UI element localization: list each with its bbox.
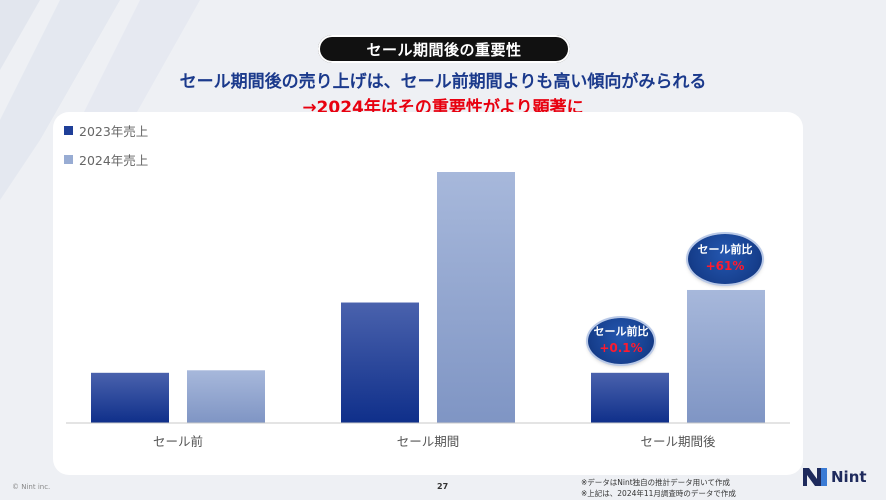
annotation-bubble-2023: セール前比 +0.1% <box>588 318 654 364</box>
x-tick-label-0: セール前 <box>153 434 203 449</box>
footnotes: ※データはNint独自の推計データ用いて作成 ※上記は、2024年11月調査時の… <box>581 478 736 500</box>
bar-2023-1 <box>341 302 419 423</box>
legend-item-2024: 2024年売上 <box>64 150 148 169</box>
legend-swatch-2024 <box>64 155 73 164</box>
bar-2023-0 <box>91 372 169 423</box>
bar-2023-2 <box>591 372 669 423</box>
annotation-label-2023: セール前比 <box>593 325 649 339</box>
annotation-value-2023: +0.1% <box>599 341 643 356</box>
legend-item-2023: 2023年売上 <box>64 121 148 140</box>
bar-2024-1 <box>437 172 515 423</box>
logo-text: Nint <box>831 468 867 486</box>
legend-swatch-2023 <box>64 126 73 135</box>
chart-card <box>53 112 803 475</box>
footnote-2: ※上記は、2024年11月調査時のデータで作成 <box>581 488 736 498</box>
bar-2024-2 <box>687 289 765 423</box>
copyright: © Nint inc. <box>12 483 51 491</box>
x-tick-label-2: セール期間後 <box>640 434 716 449</box>
page-number: 27 <box>437 482 449 491</box>
annotation-value-2024: +61% <box>705 259 745 274</box>
company-logo: Nint <box>803 468 867 486</box>
annotation-bubble-2024: セール前比 +61% <box>688 234 762 284</box>
x-tick-label-1: セール期間 <box>397 434 460 449</box>
footnote-1: ※データはNint独自の推計データ用いて作成 <box>581 478 730 487</box>
headline-primary: セール期間後の売り上げは、セール前期間よりも高い傾向がみられる <box>179 72 707 92</box>
annotation-label-2024: セール前比 <box>697 243 753 257</box>
page-title: セール期間後の重要性 <box>318 35 570 63</box>
nint-logo-icon <box>803 468 827 486</box>
legend-label-2023: 2023年売上 <box>79 124 149 139</box>
bar-2024-0 <box>187 370 265 423</box>
legend-label-2024: 2024年売上 <box>79 153 149 168</box>
